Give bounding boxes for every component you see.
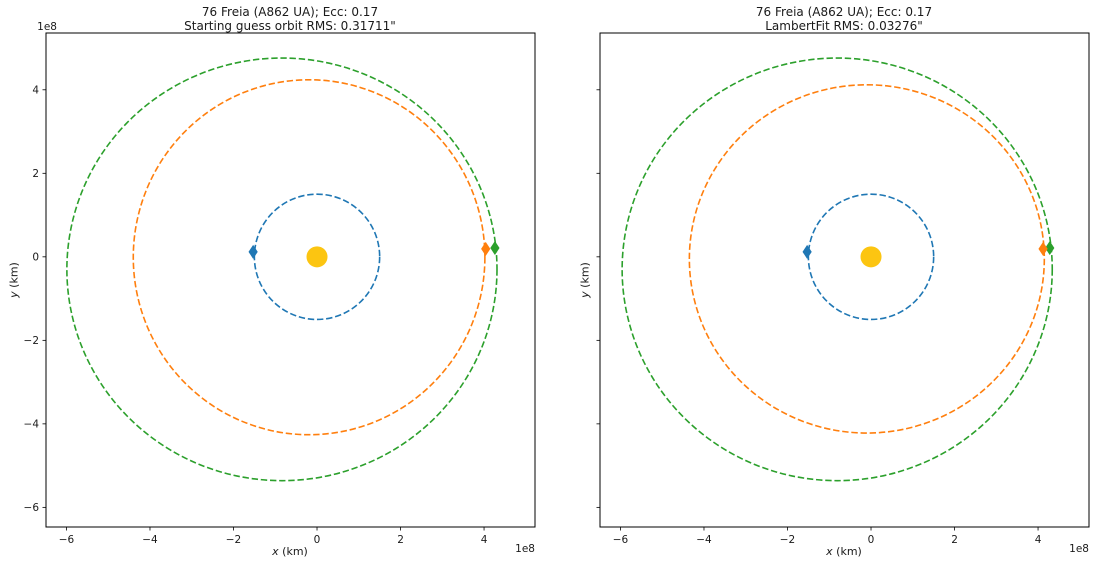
earth-position-marker [802,244,812,259]
y-tick-label: −4 [24,418,40,430]
x-tick-label: −2 [780,534,795,546]
subplot-left: −6 −4 −2 0 2 4 4 2 0 −2 −4 −6 [24,32,536,546]
x-tick-label: 2 [951,534,958,546]
earth-position-marker [248,244,258,259]
x-tick-label: 4 [1035,534,1042,546]
x-tick-label: −4 [142,534,158,546]
left-y-axis-label: y (km) [8,262,21,298]
x-tick-label: 4 [481,534,488,546]
reference-orbit [66,57,498,482]
x-axis-variable: x [272,545,279,558]
x-tick-label: 2 [397,534,404,546]
reference-position-marker [1045,241,1055,256]
axes-frame [45,32,536,528]
right-title-line2: LambertFit RMS: 0.03276" [765,19,923,33]
y-axis-variable: y [578,291,592,298]
y-tick-label: 2 [32,168,39,180]
starting-guess-orbit [132,78,486,436]
y-axis-unit: (km) [578,262,592,292]
right-x-offset-label: 1e8 [1069,543,1089,555]
y-tick-label: −6 [24,502,40,514]
x-tick-label: −6 [59,534,75,546]
x-axis-unit: (km) [278,545,308,558]
y-axis-variable: y [7,291,21,298]
x-tick-label: −2 [226,534,241,546]
left-x-offset-label: 1e8 [515,543,535,555]
y-tick-label: 4 [32,84,39,96]
y-axis-unit: (km) [7,262,21,292]
x-axis-unit: (km) [832,545,862,558]
subplot-right: −6 −4 −2 0 2 4 [596,32,1090,546]
right-x-axis-label: x (km) [826,545,862,558]
left-y-offset-label: 1e8 [37,21,57,33]
sun-marker [860,246,882,268]
x-tick-label: 0 [314,534,321,546]
x-tick-label: −4 [696,534,712,546]
right-title-line1: 76 Freia (A862 UA); Ecc: 0.17 [755,5,933,19]
x-tick-label: −6 [613,534,629,546]
axes-frame [599,32,1090,528]
y-tick-label: 0 [32,251,39,263]
x-axis-variable: x [826,545,833,558]
right-y-axis-label: y (km) [579,262,592,298]
y-tick-label: −2 [24,335,39,347]
left-title-line1: 76 Freia (A862 UA); Ecc: 0.17 [201,5,379,19]
sun-marker [306,246,328,268]
x-tick-label: 0 [868,534,875,546]
left-title-line2: Starting guess orbit RMS: 0.31711" [184,19,396,33]
reference-position-marker [490,241,500,256]
guess-position-marker [481,241,491,256]
lambert-position-marker [1038,241,1048,256]
lambert-fit-orbit [688,83,1046,434]
left-x-axis-label: x (km) [272,545,308,558]
reference-orbit [621,57,1054,482]
